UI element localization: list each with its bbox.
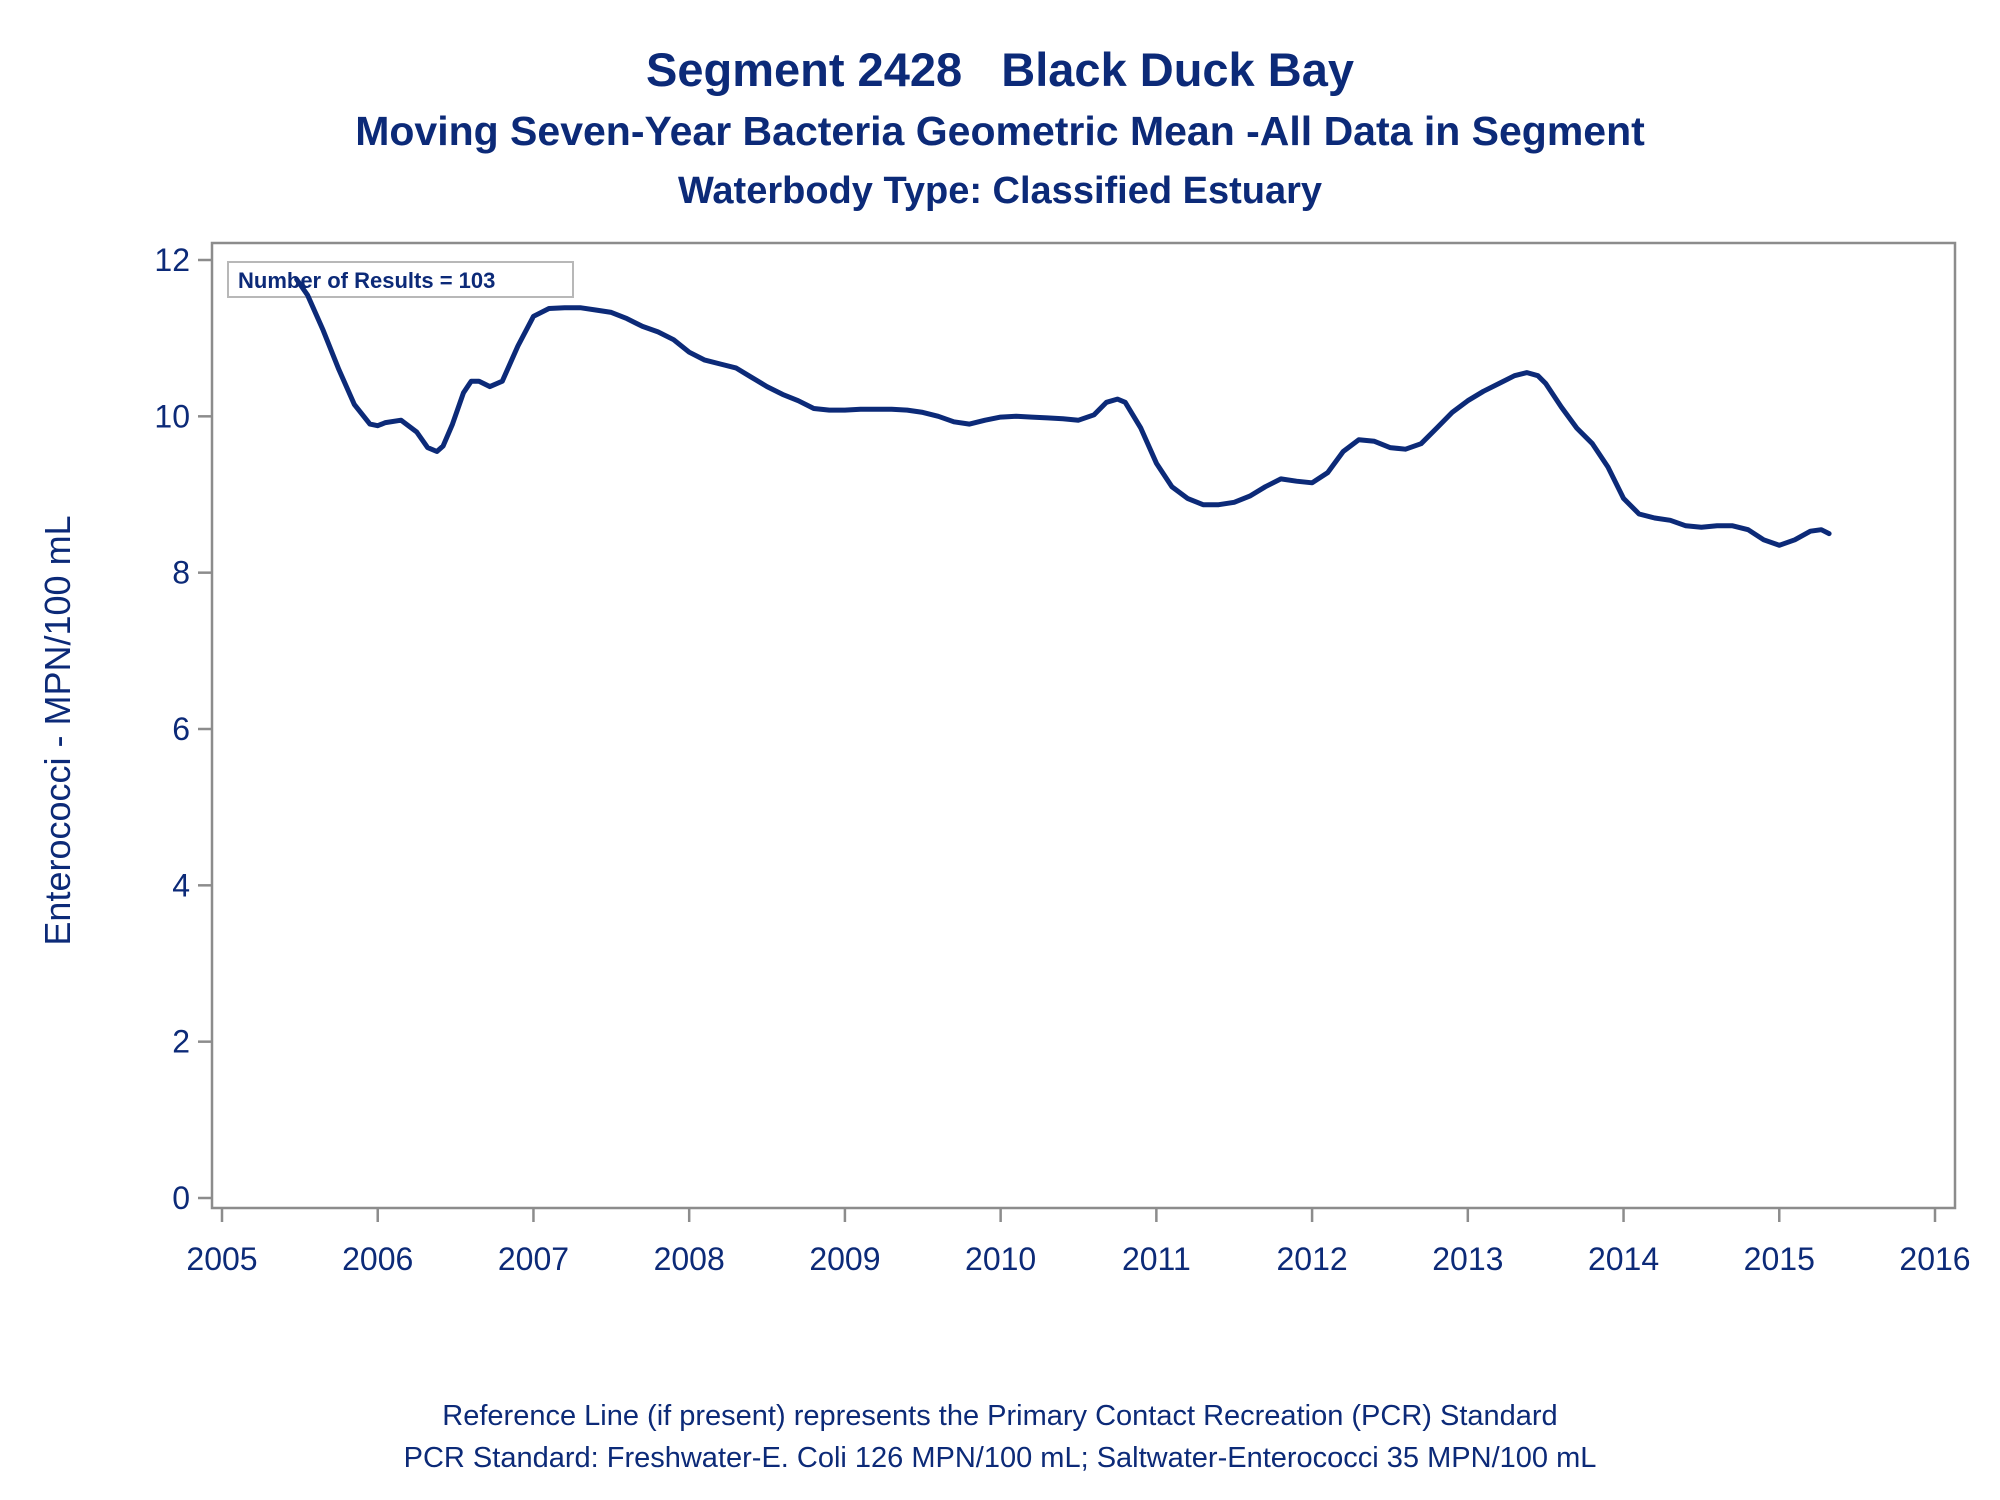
chart-title: Segment 2428 Black Duck Bay	[646, 43, 1354, 96]
x-tick-label: 2015	[1744, 1241, 1815, 1277]
y-tick-label: 8	[172, 555, 190, 591]
footnote-pcr-standard: PCR Standard: Freshwater-E. Coli 126 MPN…	[403, 1442, 1597, 1474]
x-tick-label: 2009	[809, 1241, 880, 1277]
y-tick-label: 12	[154, 242, 190, 278]
y-tick-label: 0	[172, 1180, 190, 1216]
x-tick-label: 2014	[1588, 1241, 1659, 1277]
x-axis: 2005 2006 2007 2008 2009 2010 2011 2012 2013 2014…	[186, 1208, 1971, 1277]
inset-box-frame	[227, 261, 574, 298]
series-line	[294, 277, 1832, 548]
x-tick-label: 2007	[498, 1241, 569, 1277]
plot-frame	[210, 241, 1957, 1210]
x-tick-label: 2008	[654, 1241, 725, 1277]
x-tick-label: 2006	[342, 1241, 413, 1277]
number-of-results-label: Number of Results = 103	[238, 268, 495, 293]
x-tick-label: 2016	[1899, 1241, 1970, 1277]
chart-subtitle-waterbody: Waterbody Type: Classified Estuary	[677, 170, 1323, 212]
x-tick-label: 2005	[186, 1241, 257, 1277]
y-tick-label: 2	[172, 1024, 190, 1060]
y-tick-label: 4	[172, 867, 190, 903]
x-tick-label: 2012	[1276, 1241, 1347, 1277]
x-tick-label: 2013	[1432, 1241, 1503, 1277]
chart-subtitle: Moving Seven-Year Bacteria Geometric Mea…	[355, 108, 1645, 154]
footnote-reference-line: Reference Line (if present) represents t…	[442, 1400, 1558, 1432]
inset-box: Number of Results = 103	[227, 261, 574, 298]
x-tick-label: 2011	[1122, 1241, 1191, 1277]
y-tick-label: 6	[172, 711, 190, 747]
y-axis: 0 2 4 6 8 10 12	[154, 242, 212, 1216]
x-tick-label: 2010	[965, 1241, 1036, 1277]
y-axis-label: Enterococci - MPN/100 mL	[37, 515, 78, 945]
y-tick-label: 10	[154, 398, 190, 434]
